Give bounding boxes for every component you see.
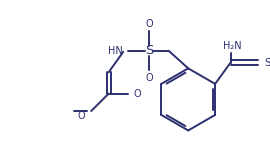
Text: O: O <box>78 111 85 121</box>
Text: O: O <box>134 89 141 99</box>
Text: S: S <box>145 44 154 57</box>
Text: H₂N: H₂N <box>223 41 242 51</box>
Text: O: O <box>146 19 153 29</box>
Text: S: S <box>265 58 270 68</box>
Text: O: O <box>146 73 153 83</box>
Text: HN: HN <box>109 46 123 56</box>
